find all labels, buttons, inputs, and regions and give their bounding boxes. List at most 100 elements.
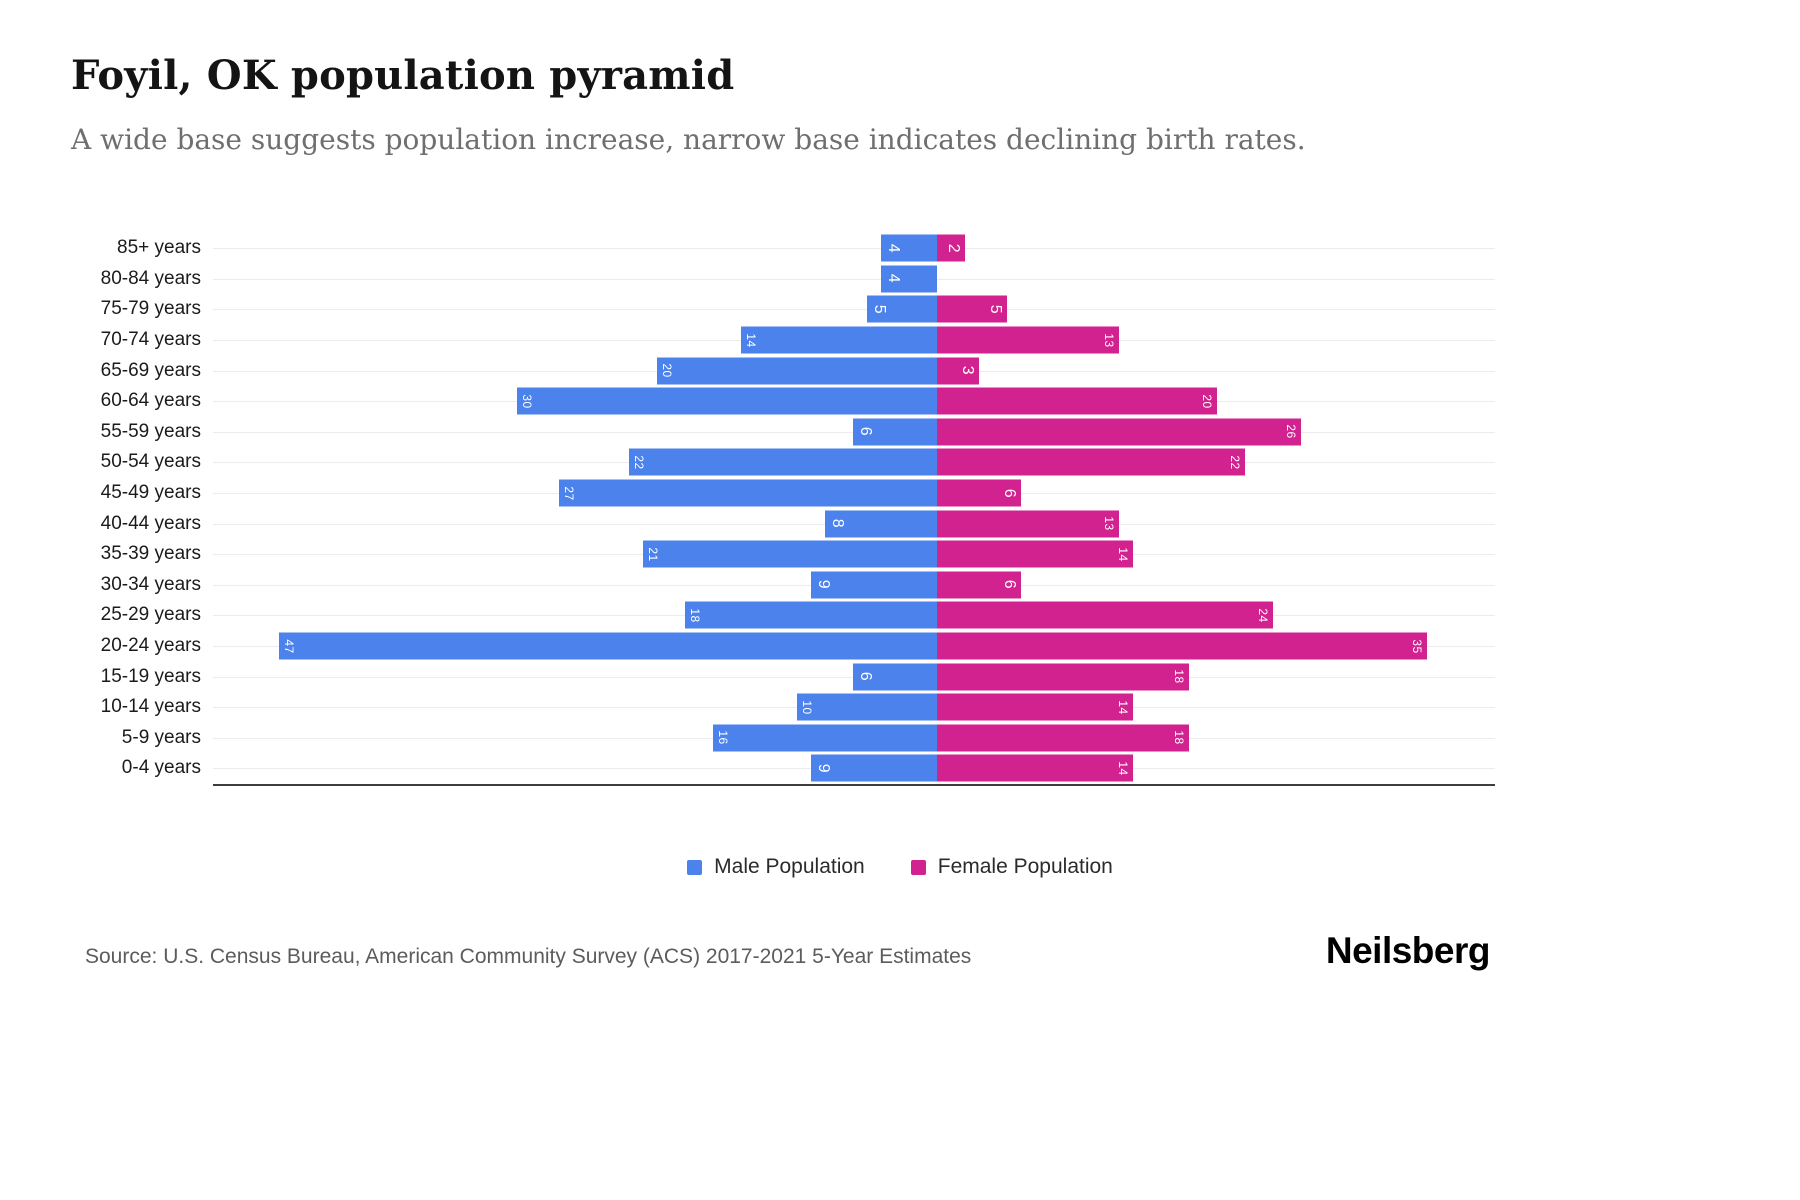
female-bar: 18 (937, 663, 1189, 691)
male-bar: 9 (811, 754, 937, 782)
age-axis-label: 5-9 years (121, 726, 201, 748)
bar-value-label: 18 (688, 608, 702, 623)
bar-value-label: 5 (871, 304, 888, 315)
female-bar: 2 (937, 234, 965, 262)
female-bar: 14 (937, 540, 1133, 568)
bar-value-label: 6 (1001, 488, 1018, 498)
chart-row: 75-79 years 5 5 (71, 294, 1495, 325)
legend-item-female: Female Population (910, 855, 1113, 879)
bar-value-label: 14 (1116, 700, 1130, 715)
legend-label: Female Population (937, 855, 1113, 878)
chart-row: 5-9 years 16 18 (71, 723, 1495, 754)
row-plot: 27 6 (213, 478, 1495, 509)
age-axis-label: 0-4 years (121, 757, 201, 779)
age-axis-label: 25-29 years (100, 604, 201, 626)
row-plot: 16 18 (213, 723, 1495, 754)
bar-value-label: 18 (1172, 730, 1186, 745)
bar-value-label: 14 (1116, 547, 1130, 562)
bar-value-label: 2 (945, 243, 962, 253)
chart-row: 30-34 years 9 6 (71, 570, 1495, 601)
chart-row: 85+ years 4 2 (71, 233, 1495, 264)
chart-row: 65-69 years 20 3 (71, 355, 1495, 386)
male-bar: 20 (657, 357, 937, 385)
chart-row: 35-39 years 21 14 (71, 539, 1495, 570)
age-axis-label: 80-84 years (100, 267, 201, 289)
row-plot: 20 3 (213, 355, 1495, 386)
female-bar: 14 (937, 693, 1133, 721)
chart-row: 25-29 years 18 24 (71, 600, 1495, 631)
age-axis-label: 85+ years (117, 237, 201, 259)
chart-row: 70-74 years 14 13 (71, 325, 1495, 356)
legend-swatch-icon (910, 859, 926, 875)
chart-row: 50-54 years 22 22 (71, 447, 1495, 478)
bar-value-label: 20 (1200, 394, 1214, 409)
female-bar: 6 (937, 571, 1021, 599)
male-bar: 21 (643, 540, 937, 568)
row-plot: 47 35 (213, 631, 1495, 662)
bar-value-label: 4 (885, 243, 902, 253)
female-bar: 35 (937, 632, 1427, 660)
chart-row: 20-24 years 47 35 (71, 631, 1495, 662)
male-bar: 27 (559, 479, 937, 507)
bar-value-label: 6 (857, 427, 874, 437)
female-bar: 13 (937, 510, 1119, 538)
row-plot: 10 14 (213, 692, 1495, 723)
row-plot: 21 14 (213, 539, 1495, 570)
female-bar: 14 (937, 754, 1133, 782)
male-bar: 10 (797, 693, 937, 721)
gridline (213, 248, 1495, 250)
row-plot: 4 (213, 264, 1495, 295)
bar-value-label: 47 (282, 638, 296, 654)
male-bar: 9 (811, 571, 937, 599)
row-plot: 6 18 (213, 661, 1495, 692)
age-axis-label: 60-64 years (100, 390, 201, 412)
bar-value-label: 13 (1102, 332, 1116, 348)
bar-value-label: 8 (829, 518, 846, 529)
legend-item-male: Male Population (687, 855, 865, 879)
chart-row: 45-49 years 27 6 (71, 478, 1495, 509)
chart-row: 60-64 years 30 20 (71, 386, 1495, 417)
bar-value-label: 9 (815, 763, 832, 774)
legend-swatch-icon (687, 859, 703, 875)
legend-label: Male Population (714, 855, 865, 878)
male-bar: 30 (517, 387, 937, 415)
age-axis-label: 50-54 years (100, 451, 201, 473)
male-bar: 14 (741, 326, 937, 354)
male-bar: 4 (881, 265, 937, 293)
age-axis-label: 20-24 years (100, 635, 201, 657)
bar-value-label: 5 (987, 304, 1004, 315)
bar-value-label: 20 (660, 363, 674, 378)
bar-value-label: 4 (885, 274, 902, 284)
age-axis-label: 40-44 years (100, 512, 201, 534)
gridline (213, 278, 1495, 280)
female-bar: 18 (937, 724, 1189, 752)
age-axis-label: 30-34 years (100, 573, 201, 595)
age-axis-label: 75-79 years (100, 298, 201, 320)
male-bar: 22 (629, 448, 937, 476)
chart-row: 0-4 years 9 14 (71, 753, 1495, 784)
bar-value-label: 24 (1256, 608, 1270, 623)
male-bar: 18 (685, 601, 937, 629)
gridline (213, 309, 1495, 311)
bar-value-label: 14 (1116, 761, 1130, 776)
bar-value-label: 6 (1001, 580, 1018, 590)
bar-value-label: 22 (632, 455, 646, 470)
bar-value-label: 26 (1284, 424, 1298, 440)
brand-logo: Neilsberg (1325, 930, 1491, 971)
row-plot: 6 26 (213, 417, 1495, 448)
bar-value-label: 27 (562, 485, 576, 501)
chart-header: Foyil, OK population pyramid A wide base… (71, 52, 1306, 156)
chart-subtitle: A wide base suggests population increase… (71, 123, 1306, 156)
bar-value-label: 13 (1102, 516, 1116, 531)
x-axis-baseline (213, 783, 1495, 786)
chart-title: Foyil, OK population pyramid (71, 52, 735, 99)
bar-value-label: 35 (1410, 638, 1424, 654)
bar-value-label: 14 (744, 332, 758, 348)
bar-value-label: 6 (857, 671, 874, 682)
bar-value-label: 22 (1228, 455, 1242, 470)
age-axis-label: 65-69 years (100, 359, 201, 381)
male-bar: 6 (853, 663, 937, 691)
